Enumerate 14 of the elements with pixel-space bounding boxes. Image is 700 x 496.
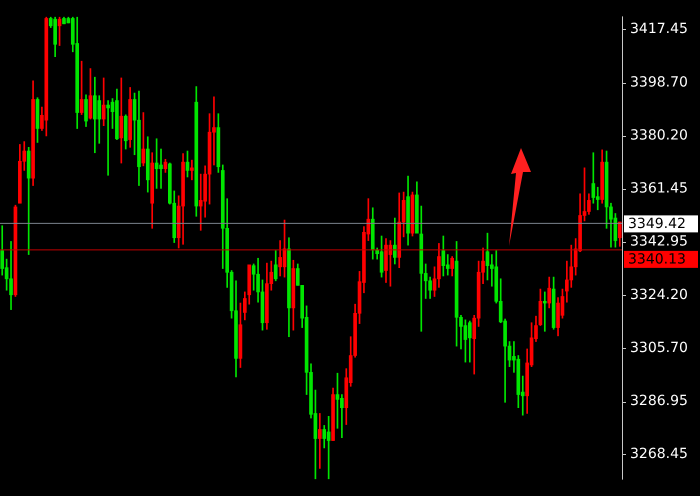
candlestick [9,241,13,310]
y-tick-label: 3398.70 [630,74,688,90]
y-tick-label: 3417.45 [630,21,688,38]
ref-line-label: 3349.42 [628,216,686,232]
y-tick-label: 3361.45 [630,180,688,197]
y-tick-label: 3380.20 [630,127,688,144]
y-tick-label: 3268.45 [630,446,688,462]
y-tick-label: 3286.95 [630,393,688,410]
y-tick-label: 3342.95 [630,234,688,250]
ref-line-label: 3340.13 [628,252,686,268]
y-tick-label: 3305.70 [630,340,688,356]
candlestick [58,16,62,46]
candlestick [159,148,163,189]
y-tick-label: 3324.20 [630,286,688,303]
